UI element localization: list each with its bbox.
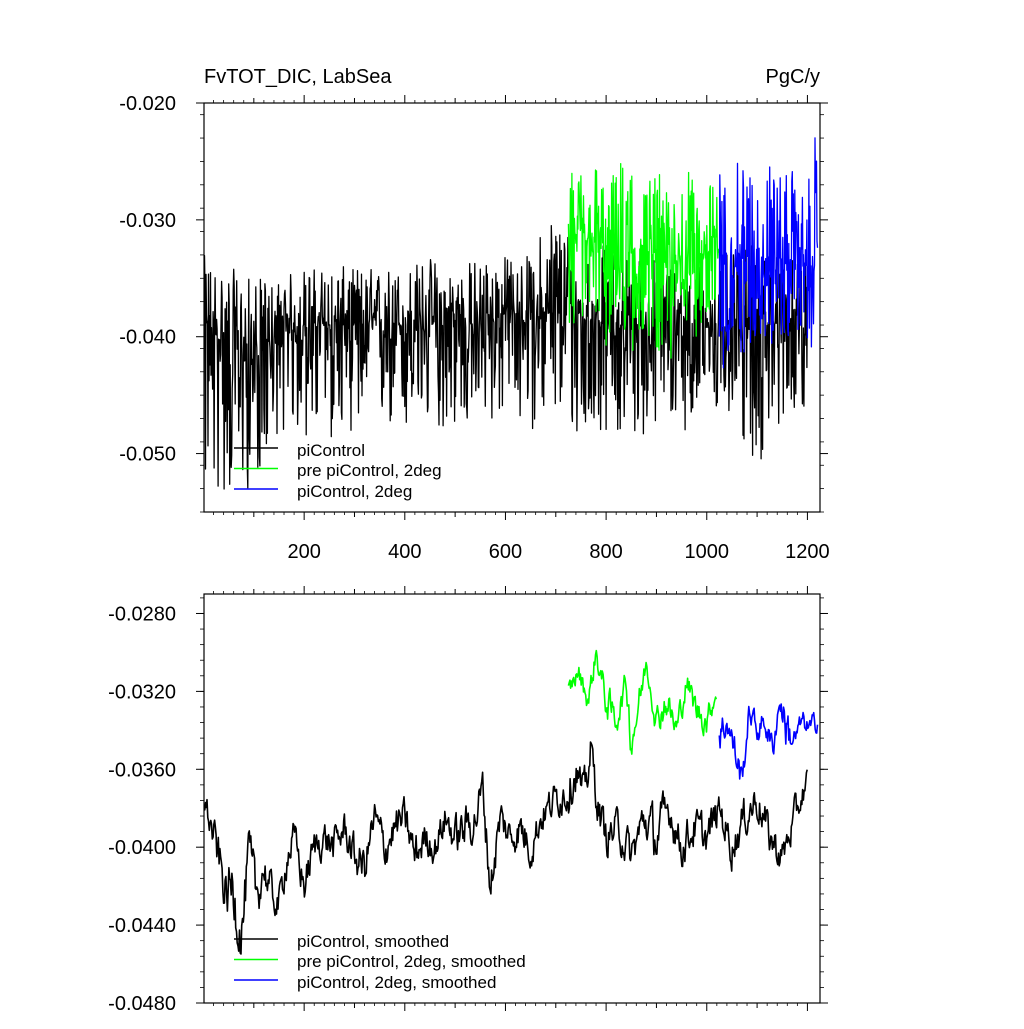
y-tick-label: -0.0320 [108, 681, 176, 703]
legend-label-pre-picontrol-2deg: pre piControl, 2deg [297, 461, 442, 480]
legend-label-picontrol-2deg: piControl, 2deg [297, 482, 412, 501]
x-tick-label: 800 [589, 541, 622, 563]
series-group [204, 137, 819, 490]
series-group [204, 649, 819, 955]
bottom-legend: piControl, smoothed pre piControl, 2deg,… [297, 932, 526, 992]
y-tick-label: -0.020 [119, 93, 176, 115]
series-line-picontrol-2deg [718, 137, 819, 369]
y-tick-label: -0.030 [119, 210, 176, 232]
chart-title-left: FvTOT_DIC, LabSea [204, 66, 392, 88]
y-tick-label: -0.0400 [108, 837, 176, 859]
series-line-picontrol-smoothed [204, 741, 808, 955]
top-panel: 200 400 600 800 1000 1200 -0.020 -0.030 -0.040 -0… [119, 93, 829, 563]
legend-label-pre-picontrol-2deg-smoothed: pre piControl, 2deg, smoothed [297, 952, 526, 971]
series-line-pre-picontrol-2deg [567, 162, 720, 359]
x-tick-label: 400 [388, 541, 421, 563]
chart-title-right: PgC/y [766, 66, 820, 88]
x-tick-label: 600 [489, 541, 522, 563]
series-line-picontrol-2deg-smoothed [718, 703, 819, 780]
top-legend: piControl pre piControl, 2deg piControl,… [297, 441, 442, 501]
legend-label-picontrol-smoothed: piControl, smoothed [297, 932, 449, 951]
bottom-panel: -0.0280 -0.0320 -0.0360 -0.0400 -0.0440 -0.04… [108, 586, 828, 1015]
y-tick-label: -0.0440 [108, 915, 176, 937]
x-tick-label: 1200 [785, 541, 830, 563]
y-tick-label: -0.050 [119, 444, 176, 466]
y-tick-label: -0.0360 [108, 759, 176, 781]
x-tick-label: 1000 [685, 541, 730, 563]
y-tick-label: -0.040 [119, 327, 176, 349]
y-tick-label: -0.0280 [108, 603, 176, 625]
series-line-picontrol [204, 224, 809, 490]
series-line-pre-picontrol-2deg-smoothed [567, 649, 718, 755]
x-tick-label: 200 [287, 541, 320, 563]
y-tick-label: -0.0480 [108, 993, 176, 1015]
plot-frame [203, 593, 821, 1004]
legend-label-picontrol: piControl [297, 441, 365, 460]
legend-label-picontrol-2deg-smoothed: piControl, 2deg, smoothed [297, 973, 496, 992]
